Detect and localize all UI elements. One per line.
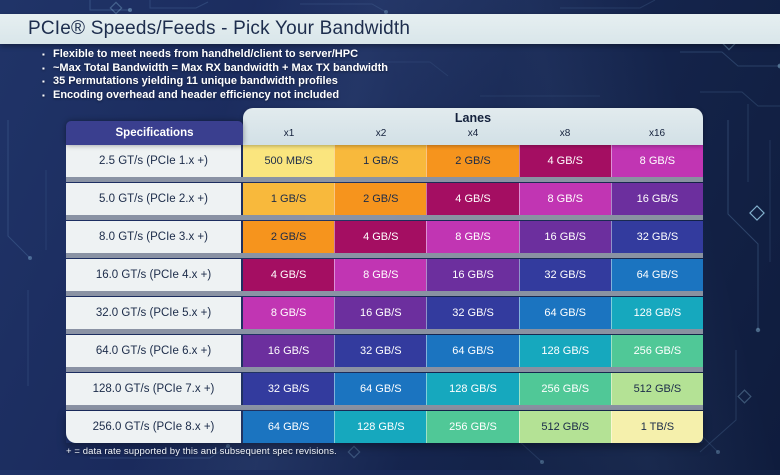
table-row: 16.0 GT/s (PCIe 4.x +) 4 GB/S 8 GB/S 16 GB/… <box>66 259 704 291</box>
table-row: 2.5 GT/s (PCIe 1.x +) 500 MB/S 1 GB/S 2 GB/… <box>66 145 704 177</box>
bandwidth-cell: 2 GB/S <box>243 221 335 253</box>
lane-cells: 16 GB/S 32 GB/S 64 GB/S 128 GB/S 256 GB/S <box>243 335 704 367</box>
bandwidth-cell: 512 GB/S <box>610 373 704 405</box>
bandwidth-cell: 64 GB/S <box>243 411 335 443</box>
bandwidth-cell: 128 GB/S <box>334 411 427 443</box>
bandwidth-cell: 64 GB/S <box>610 259 704 291</box>
table-body: 2.5 GT/s (PCIe 1.x +) 500 MB/S 1 GB/S 2 GB/… <box>66 145 704 443</box>
bandwidth-cell: 64 GB/S <box>334 373 427 405</box>
lane-column-label: x16 <box>648 128 666 139</box>
table-header-row: Lanes x1 x2 x4 x8 x16 Specifications <box>66 108 703 145</box>
bullet-item: ~Max Total Bandwidth = Max RX bandwidth … <box>42 62 388 76</box>
bandwidth-cell: 32 GB/S <box>243 373 335 405</box>
bandwidth-cell: 4 GB/S <box>426 183 519 215</box>
lane-cells: 32 GB/S 64 GB/S 128 GB/S 256 GB/S 512 GB/S <box>243 373 704 405</box>
bandwidth-cell: 8 GB/S <box>518 183 611 215</box>
bandwidth-cell: 16 GB/S <box>426 259 519 291</box>
bandwidth-cell: 2 GB/S <box>426 145 519 177</box>
page-title: PCIe® Speeds/Feeds - Pick Your Bandwidth <box>28 18 411 39</box>
bandwidth-cell: 64 GB/S <box>518 297 611 329</box>
spec-cell: 64.0 GT/s (PCIe 6.x +) <box>66 335 241 367</box>
footnote: + = data rate supported by this and subs… <box>66 446 337 457</box>
lane-column-label: x1 <box>283 128 295 139</box>
bandwidth-cell: 16 GB/S <box>334 297 427 329</box>
bandwidth-cell: 32 GB/S <box>518 259 611 291</box>
bandwidth-cell: 2 GB/S <box>334 183 427 215</box>
bandwidth-cell: 1 TB/S <box>610 411 704 443</box>
bullet-item: Encoding overhead and header efficiency … <box>42 89 388 103</box>
bandwidth-cell: 256 GB/S <box>426 411 519 443</box>
table-row: 64.0 GT/s (PCIe 6.x +) 16 GB/S 32 GB/S 64 G… <box>66 335 704 367</box>
lane-column-label: x4 <box>467 128 479 139</box>
bandwidth-cell: 16 GB/S <box>518 221 611 253</box>
bandwidth-cell: 32 GB/S <box>426 297 519 329</box>
lane-cells: 500 MB/S 1 GB/S 2 GB/S 4 GB/S 8 GB/S <box>243 145 704 177</box>
spec-cell: 2.5 GT/s (PCIe 1.x +) <box>66 145 241 177</box>
bandwidth-cell: 8 GB/S <box>426 221 519 253</box>
lane-cells: 1 GB/S 2 GB/S 4 GB/S 8 GB/S 16 GB/S <box>243 183 704 215</box>
bandwidth-cell: 16 GB/S <box>243 335 335 367</box>
lane-column-label: x2 <box>375 128 387 139</box>
spec-cell: 8.0 GT/s (PCIe 3.x +) <box>66 221 241 253</box>
spec-cell: 128.0 GT/s (PCIe 7.x +) <box>66 373 241 405</box>
specifications-header: Specifications <box>66 121 243 145</box>
table-row: 5.0 GT/s (PCIe 2.x +) 1 GB/S 2 GB/S 4 GB/S 8… <box>66 183 704 215</box>
lane-cells: 8 GB/S 16 GB/S 32 GB/S 64 GB/S 128 GB/S <box>243 297 704 329</box>
bandwidth-cell: 64 GB/S <box>426 335 519 367</box>
table-row: 32.0 GT/s (PCIe 5.x +) 8 GB/S 16 GB/S 32 GB… <box>66 297 704 329</box>
bandwidth-cell: 1 GB/S <box>243 183 335 215</box>
lanes-header: Lanes x1 x2 x4 x8 x16 <box>243 108 703 145</box>
table-row: 256.0 GT/s (PCIe 8.x +) 64 GB/S 128 GB/S 25… <box>66 411 704 443</box>
lane-cells: 64 GB/S 128 GB/S 256 GB/S 512 GB/S 1 TB/S <box>243 411 704 443</box>
bandwidth-cell: 256 GB/S <box>610 335 704 367</box>
lane-column-label: x8 <box>559 128 571 139</box>
bullet-item: 35 Permutations yielding 11 unique bandw… <box>42 75 388 89</box>
spec-cell: 32.0 GT/s (PCIe 5.x +) <box>66 297 241 329</box>
bandwidth-cell: 32 GB/S <box>610 221 704 253</box>
lanes-label: Lanes <box>454 111 492 125</box>
bandwidth-cell: 128 GB/S <box>426 373 519 405</box>
bandwidth-cell: 1 GB/S <box>334 145 427 177</box>
table-row: 8.0 GT/s (PCIe 3.x +) 2 GB/S 4 GB/S 8 GB/S 1… <box>66 221 704 253</box>
bandwidth-cell: 128 GB/S <box>610 297 704 329</box>
bandwidth-cell: 32 GB/S <box>334 335 427 367</box>
bandwidth-cell: 500 MB/S <box>243 145 335 177</box>
lane-cells: 2 GB/S 4 GB/S 8 GB/S 16 GB/S 32 GB/S <box>243 221 704 253</box>
bullet-list: Flexible to meet needs from handheld/cli… <box>42 48 388 102</box>
bandwidth-cell: 128 GB/S <box>518 335 611 367</box>
spec-cell: 16.0 GT/s (PCIe 4.x +) <box>66 259 241 291</box>
bandwidth-cell: 8 GB/S <box>243 297 335 329</box>
bandwidth-cell: 4 GB/S <box>243 259 335 291</box>
bandwidth-cell: 4 GB/S <box>518 145 611 177</box>
bullet-item: Flexible to meet needs from handheld/cli… <box>42 48 388 62</box>
bandwidth-cell: 8 GB/S <box>610 145 704 177</box>
bandwidth-cell: 4 GB/S <box>334 221 427 253</box>
bandwidth-cell: 512 GB/S <box>518 411 611 443</box>
table-row: 128.0 GT/s (PCIe 7.x +) 32 GB/S 64 GB/S 128… <box>66 373 704 405</box>
bandwidth-cell: 16 GB/S <box>610 183 704 215</box>
spec-cell: 5.0 GT/s (PCIe 2.x +) <box>66 183 241 215</box>
bandwidth-cell: 8 GB/S <box>334 259 427 291</box>
title-bar: PCIe® Speeds/Feeds - Pick Your Bandwidth <box>0 14 780 44</box>
bandwidth-table: Lanes x1 x2 x4 x8 x16 Specifications 2.5… <box>66 108 704 449</box>
lane-cells: 4 GB/S 8 GB/S 16 GB/S 32 GB/S 64 GB/S <box>243 259 704 291</box>
spec-cell: 256.0 GT/s (PCIe 8.x +) <box>66 411 241 443</box>
lane-column-labels: x1 x2 x4 x8 x16 <box>243 126 703 145</box>
bandwidth-cell: 256 GB/S <box>518 373 611 405</box>
